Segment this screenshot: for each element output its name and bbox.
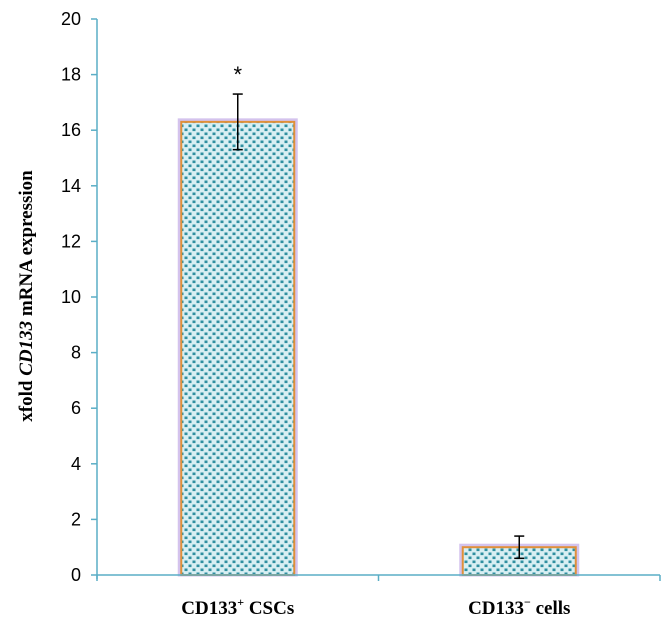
y-tick-label: 8: [71, 343, 81, 363]
y-axis-title-suffix: mRNA expression: [16, 170, 37, 321]
y-tick-label: 2: [71, 509, 81, 529]
y-tick-label: 14: [61, 176, 81, 196]
y-axis-title-gene: CD133: [16, 321, 37, 376]
bars: [177, 118, 580, 577]
x-category-label: CD133− cells: [468, 595, 570, 618]
axes: [96, 19, 661, 581]
y-tick-label: 4: [71, 454, 81, 474]
y-tick-label: 16: [61, 120, 81, 140]
y-tick-label: 6: [71, 398, 81, 418]
x-axis-labels: CD133+ CSCs CD133− cells: [181, 595, 570, 618]
x-category-label: CD133+ CSCs: [181, 595, 294, 618]
y-tick-label: 12: [61, 231, 81, 251]
y-tick-label: 0: [71, 565, 81, 585]
y-axis-title-prefix: xfold: [16, 376, 37, 422]
y-axis-ticks: 0 2 4 6 8 10 12 14 16 18 20: [61, 9, 97, 585]
significance-marker: *: [233, 62, 242, 87]
annotations: *: [233, 62, 242, 87]
bar: [180, 120, 296, 577]
y-tick-label: 18: [61, 65, 81, 85]
y-tick-label: 20: [61, 9, 81, 29]
y-tick-label: 10: [61, 287, 81, 307]
y-axis-title: xfold CD133 mRNA expression: [16, 170, 37, 422]
error-bars: [232, 93, 525, 560]
